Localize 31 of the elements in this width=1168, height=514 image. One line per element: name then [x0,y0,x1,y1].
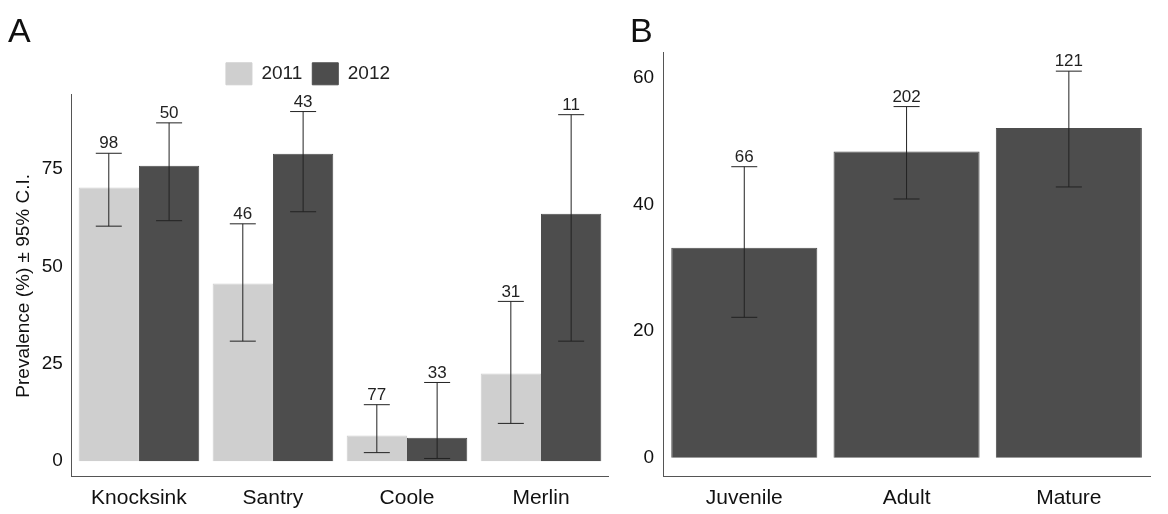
y-tick-label: 50 [41,254,63,276]
x-tick-label: Merlin [512,485,570,509]
chart-title: A [8,10,31,49]
annotation: 43 [293,91,313,111]
annotation: 11 [562,94,580,114]
annotation: 66 [734,146,754,166]
x-tick-label: Juvenile [705,485,783,509]
y-tick-label: 40 [632,192,655,214]
x-tick-label: Knocksink [91,485,188,509]
chart-title: B [630,10,653,49]
y-tick-label: 20 [632,319,655,341]
annotation: 121 [1054,51,1084,71]
y-tick-label: 60 [632,66,655,88]
y-tick-label: 0 [52,449,63,471]
y-tick-label: 0 [643,446,655,468]
x-tick-label: Adult [882,485,931,509]
annotation: 98 [99,133,119,153]
annotation: 46 [233,204,253,224]
legend-label: 2011 [261,62,303,84]
x-tick-label: Coole [379,485,435,509]
y-tick-label: 75 [41,157,63,179]
y-axis-title: Prevalence (%) ± 95% C.I. [11,173,33,398]
y-tick-label: 25 [41,351,63,373]
annotation: 50 [159,103,179,123]
annotation: 202 [892,86,921,106]
x-tick-label: Mature [1036,485,1102,509]
annotation: 31 [501,281,521,301]
legend-label: 2012 [347,62,391,84]
annotation: 77 [367,384,387,404]
x-tick-label: Santry [242,485,304,509]
annotation: 33 [427,362,447,382]
